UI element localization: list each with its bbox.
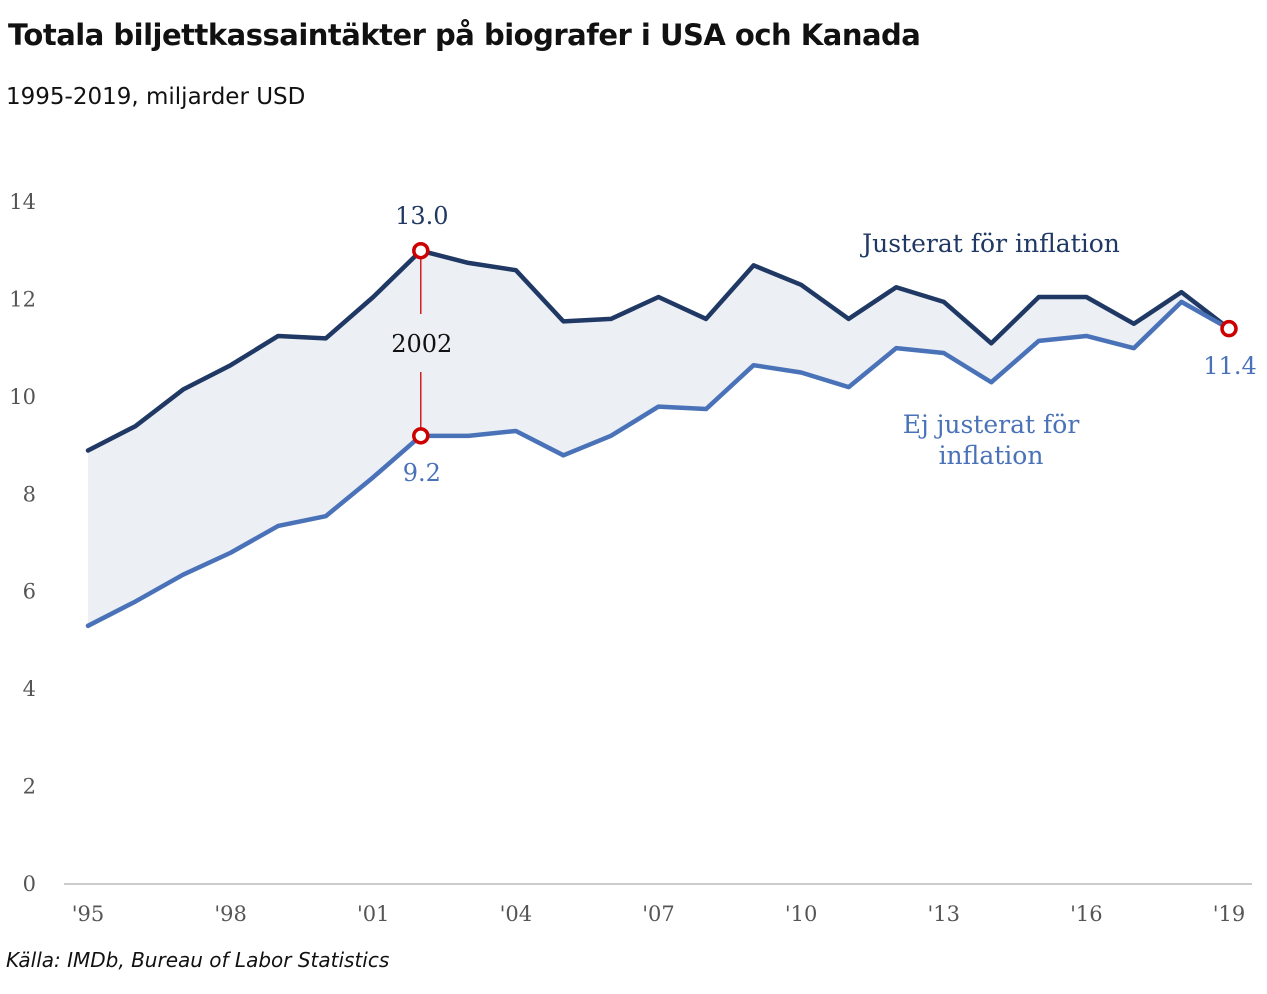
point-adjusted-2011 [847, 317, 851, 321]
y-tick-label: 12 [9, 287, 36, 311]
x-tick-label: '04 [500, 902, 533, 926]
point-unadjusted-2017 [1132, 346, 1136, 350]
point-unadjusted-2006 [609, 434, 613, 438]
point-adjusted-1998 [229, 363, 233, 367]
point-adjusted-2010 [799, 283, 803, 287]
point-adjusted-2016 [1084, 295, 1088, 299]
point-adjusted-1997 [181, 388, 185, 392]
x-tick-label: '07 [642, 902, 675, 926]
point-unadjusted-2013 [942, 351, 946, 355]
point-unadjusted-2011 [847, 385, 851, 389]
point-unadjusted-1998 [229, 551, 233, 555]
point-unadjusted-2001 [371, 475, 375, 479]
series-line-unadjusted [85, 299, 1232, 629]
y-tick-label: 2 [23, 775, 36, 799]
x-tick-label: '95 [72, 902, 105, 926]
series-label-adjusted: Justerat för inflation [859, 229, 1120, 258]
chart-title: Totala biljettkassaintäkter på biografer… [8, 18, 921, 52]
gap-band-area [88, 250, 1229, 626]
source-note: Källa: IMDb, Bureau of Labor Statistics [6, 948, 390, 972]
point-unadjusted-2005 [561, 453, 565, 457]
x-tick-label: '16 [1070, 902, 1103, 926]
point-adjusted-2015 [1037, 295, 1041, 299]
marker-2002-unadjusted [412, 427, 430, 445]
point-unadjusted-1999 [276, 524, 280, 528]
y-tick-label: 14 [9, 190, 36, 214]
point-unadjusted-1997 [181, 573, 185, 577]
point-adjusted-2004 [514, 268, 518, 272]
point-unadjusted-2003 [466, 434, 470, 438]
point-unadjusted-1996 [134, 599, 138, 603]
point-unadjusted-2010 [799, 371, 803, 375]
point-unadjusted-2014 [989, 380, 993, 384]
x-tick-label: '13 [928, 902, 961, 926]
point-adjusted-2007 [657, 295, 661, 299]
point-adjusted-1996 [134, 424, 138, 428]
point-adjusted-2001 [371, 295, 375, 299]
point-unadjusted-2015 [1037, 339, 1041, 343]
point-adjusted-2012 [894, 285, 898, 289]
point-adjusted-2014 [989, 341, 993, 345]
point-unadjusted-2000 [324, 514, 328, 518]
x-tick-label: '19 [1213, 902, 1246, 926]
point-unadjusted-2012 [894, 346, 898, 350]
point-adjusted-2003 [466, 261, 470, 265]
annotation-value-2019: 11.4 [1203, 352, 1256, 380]
point-adjusted-2000 [324, 336, 328, 340]
point-unadjusted-2008 [704, 407, 708, 411]
annotation-value-2002-adjusted: 13.0 [395, 202, 448, 230]
point-adjusted-2018 [1179, 290, 1183, 294]
point-adjusted-2006 [609, 317, 613, 321]
y-tick-label: 0 [23, 872, 36, 896]
annotation-value-2002-unadjusted: 9.2 [403, 459, 441, 487]
point-unadjusted-1995 [86, 624, 90, 628]
point-adjusted-1995 [86, 448, 90, 452]
highlight-markers [412, 241, 1238, 445]
marker-2002-adjusted [412, 241, 430, 260]
point-unadjusted-2009 [752, 363, 756, 367]
chart-subtitle: 1995-2019, miljarder USD [6, 84, 306, 110]
point-unadjusted-2007 [657, 405, 661, 409]
point-unadjusted-2004 [514, 429, 518, 433]
point-adjusted-2009 [752, 263, 756, 267]
point-unadjusted-2016 [1084, 334, 1088, 338]
series-line-adjusted [85, 248, 1232, 453]
y-tick-label: 4 [23, 677, 36, 701]
point-adjusted-2005 [561, 319, 565, 323]
x-axis-ticks: '95 '98 '01 '04 '07 '10 '13 '16 '19 [72, 902, 1246, 926]
marker-2019 [1220, 319, 1238, 338]
series-label-unadjusted-line2: inflation [939, 441, 1044, 470]
x-tick-label: '01 [357, 902, 390, 926]
y-tick-label: 8 [23, 482, 36, 506]
series-label-unadjusted-line1: Ej justerat för [903, 410, 1080, 439]
y-axis-ticks: 0 2 4 6 8 10 12 14 [9, 190, 36, 896]
point-adjusted-2008 [704, 317, 708, 321]
point-adjusted-1999 [276, 334, 280, 338]
y-tick-label: 6 [23, 580, 36, 604]
point-adjusted-2017 [1132, 322, 1136, 326]
y-tick-label: 10 [9, 385, 36, 409]
point-unadjusted-2018 [1179, 300, 1183, 304]
x-tick-label: '10 [785, 902, 818, 926]
point-adjusted-2013 [942, 300, 946, 304]
x-tick-label: '98 [214, 902, 247, 926]
annotation-year-label: 2002 [391, 330, 452, 358]
